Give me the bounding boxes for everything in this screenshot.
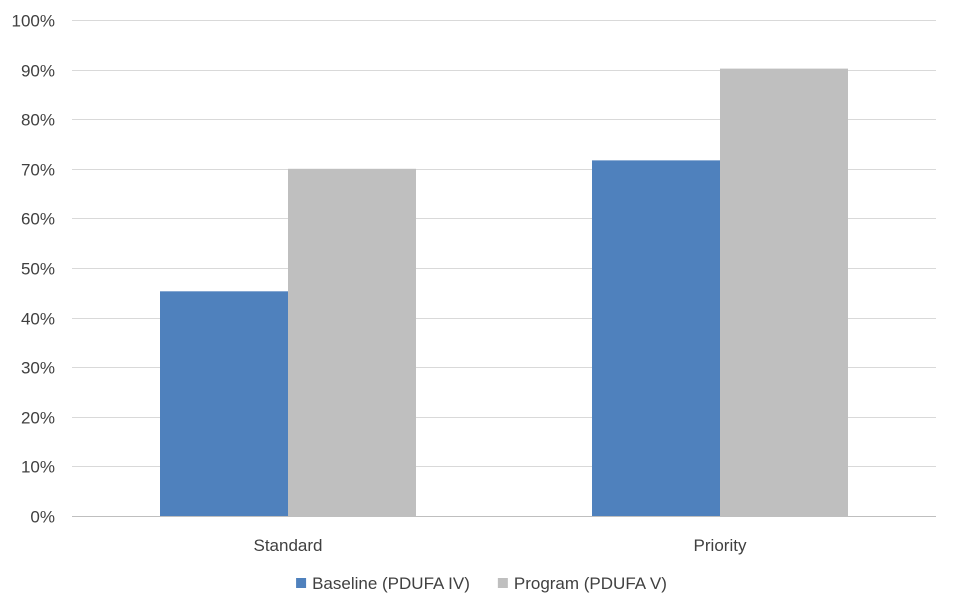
x-tick-label-standard: Standard [254,536,323,555]
y-tick-label: 10% [21,458,55,477]
legend-swatch-baseline [296,578,307,588]
y-tick-label: 60% [21,210,55,229]
bar-standard-baseline[interactable] [160,291,288,516]
y-tick-label: 80% [21,111,55,130]
y-tick-label: 90% [21,62,55,81]
y-tick-label: 50% [21,260,55,279]
legend-label-program: Program (PDUFA V) [514,574,667,593]
legend: Baseline (PDUFA IV) Program (PDUFA V) [296,574,667,593]
y-tick-label: 0% [30,508,55,527]
y-tick-label: 100% [12,12,55,31]
y-tick-label: 30% [21,359,55,378]
bar-priority-baseline[interactable] [592,160,720,517]
x-tick-label-priority: Priority [694,536,747,555]
bar-priority-program[interactable] [720,68,848,516]
bar-standard-program[interactable] [288,168,416,517]
y-tick-label: 70% [21,161,55,180]
legend-label-baseline: Baseline (PDUFA IV) [312,574,470,593]
axes: 0% 10% 20% 30% 40% 50% 60% 70% 80% 90% 100% Standar… [12,12,747,556]
bars [160,68,848,517]
legend-swatch-program [497,578,508,588]
y-tick-label: 40% [21,310,55,329]
y-tick-label: 20% [21,409,55,428]
